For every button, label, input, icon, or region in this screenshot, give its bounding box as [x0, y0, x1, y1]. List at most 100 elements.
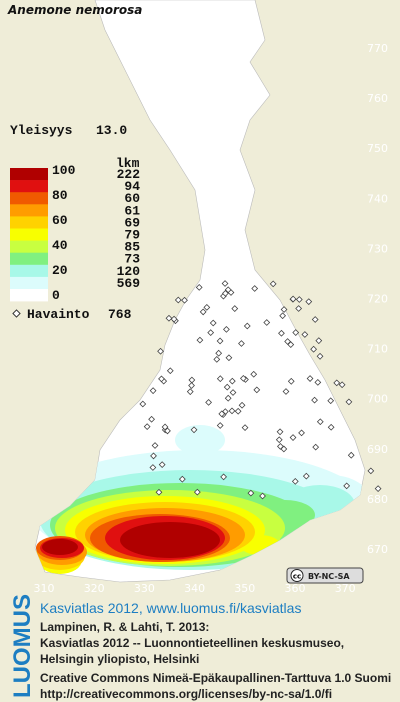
legend-scale: 40	[52, 238, 68, 253]
observation-dot	[216, 375, 224, 383]
observation-dot	[311, 316, 319, 323]
observation-dot	[298, 429, 305, 437]
observation-dot	[181, 296, 188, 304]
legend-swatch	[10, 252, 48, 266]
legend-count: 94	[124, 179, 140, 194]
observation-dot	[158, 461, 166, 469]
legend-count: 69	[124, 215, 140, 230]
legend-swatch	[10, 180, 48, 193]
grid-label-x: 320	[84, 582, 105, 595]
grid-label-x: 370	[335, 582, 356, 595]
logo: LUOMUS	[9, 594, 36, 698]
observation-dot	[166, 367, 174, 375]
observation-symbol	[12, 309, 21, 318]
observation-dot	[253, 386, 261, 394]
license-line: http://creativecommons.org/licenses/by-n…	[40, 687, 332, 701]
observation-dot	[278, 329, 285, 337]
citation-line: Kasviatlas 2012 -- Luonnontieteellinen k…	[40, 636, 344, 650]
observation-dot	[247, 489, 255, 497]
observation-dot	[243, 322, 251, 330]
grid-label-x: 340	[184, 582, 205, 595]
legend-scale: 0	[52, 288, 60, 303]
legend-swatch	[10, 228, 48, 241]
citation-line: Lampinen, R. & Lahti, T. 2013:	[40, 620, 209, 634]
observation-dot	[213, 355, 221, 363]
legend-scale: 60	[52, 213, 68, 228]
observation-dot	[165, 314, 173, 322]
legend-count: 85	[124, 240, 140, 255]
observation-dot	[316, 352, 324, 360]
observation-dot	[276, 428, 284, 436]
observation-dot	[188, 382, 195, 389]
observation-dot	[289, 295, 297, 303]
grid-label-x: 360	[285, 582, 306, 595]
observation-dot	[148, 415, 155, 423]
grid-label-x: 330	[134, 582, 155, 595]
observation-dots	[139, 280, 382, 500]
badge-frame	[286, 567, 364, 584]
observation-dot	[186, 388, 194, 396]
observation-dot	[223, 383, 231, 391]
legend-swatch	[10, 192, 48, 205]
observation-dot	[158, 375, 165, 383]
count-header: lkm	[116, 156, 140, 171]
frequency-value: 13.0	[96, 123, 127, 138]
observation-dot	[190, 426, 198, 434]
footer-link[interactable]: Kasviatlas 2012, www.luomus.fi/kasviatla…	[40, 600, 301, 616]
observation-dot	[155, 488, 163, 496]
legend-count: 61	[124, 203, 140, 218]
observation-dot	[188, 376, 196, 384]
legend-count: 60	[124, 191, 140, 206]
observation-dot	[216, 337, 224, 345]
observation-dot	[150, 452, 157, 460]
observation-dot	[280, 306, 288, 313]
observation-dot	[345, 398, 353, 406]
observation-dot	[289, 434, 297, 441]
observation-dot	[305, 298, 313, 306]
grid-label-y: 760	[367, 92, 388, 105]
legend-scale: 20	[52, 263, 68, 278]
observation-dot	[221, 280, 229, 287]
observation-dot	[314, 378, 322, 386]
observation-dot	[338, 381, 346, 389]
observation-dot	[311, 396, 318, 404]
observation-dot	[229, 389, 237, 396]
observation-dot	[193, 488, 201, 496]
observation-dot	[291, 478, 299, 485]
observation-dot	[143, 423, 151, 431]
badge-icon-text: cc	[293, 573, 301, 581]
grid-label-y: 670	[367, 543, 388, 556]
observation-label: Havainto	[27, 307, 90, 322]
badge-text: BY-NC-SA	[308, 572, 350, 581]
observation-dot	[224, 286, 232, 294]
observation-dot	[312, 443, 320, 451]
observation-dot	[374, 485, 382, 493]
legend-count: 120	[117, 264, 141, 279]
observation-dot	[302, 472, 310, 480]
grid-label-y: 730	[367, 242, 388, 255]
frequency-label: Yleisyys	[10, 123, 73, 138]
observation-dot	[251, 285, 259, 292]
observation-dot	[277, 443, 284, 450]
observation-dot	[228, 377, 236, 385]
observation-dot	[241, 424, 249, 432]
observation-dot	[231, 305, 239, 312]
observation-dot	[239, 375, 247, 382]
observation-dot	[196, 336, 204, 344]
observation-dot	[282, 388, 290, 395]
legend-count: 73	[124, 252, 140, 267]
legend-swatch	[10, 240, 48, 253]
heat-zone	[175, 425, 225, 455]
observation-dot	[228, 407, 236, 415]
observation-dot	[327, 397, 335, 405]
observation-dot	[327, 423, 335, 431]
grid-label-y: 770	[367, 42, 388, 55]
legend-swatch	[10, 264, 48, 278]
observation-dot	[199, 308, 207, 316]
observation-dot	[279, 312, 287, 320]
observation-dot	[161, 423, 169, 431]
observation-dot	[215, 349, 223, 357]
observation-dot	[195, 283, 203, 291]
observation-dot	[310, 345, 318, 353]
